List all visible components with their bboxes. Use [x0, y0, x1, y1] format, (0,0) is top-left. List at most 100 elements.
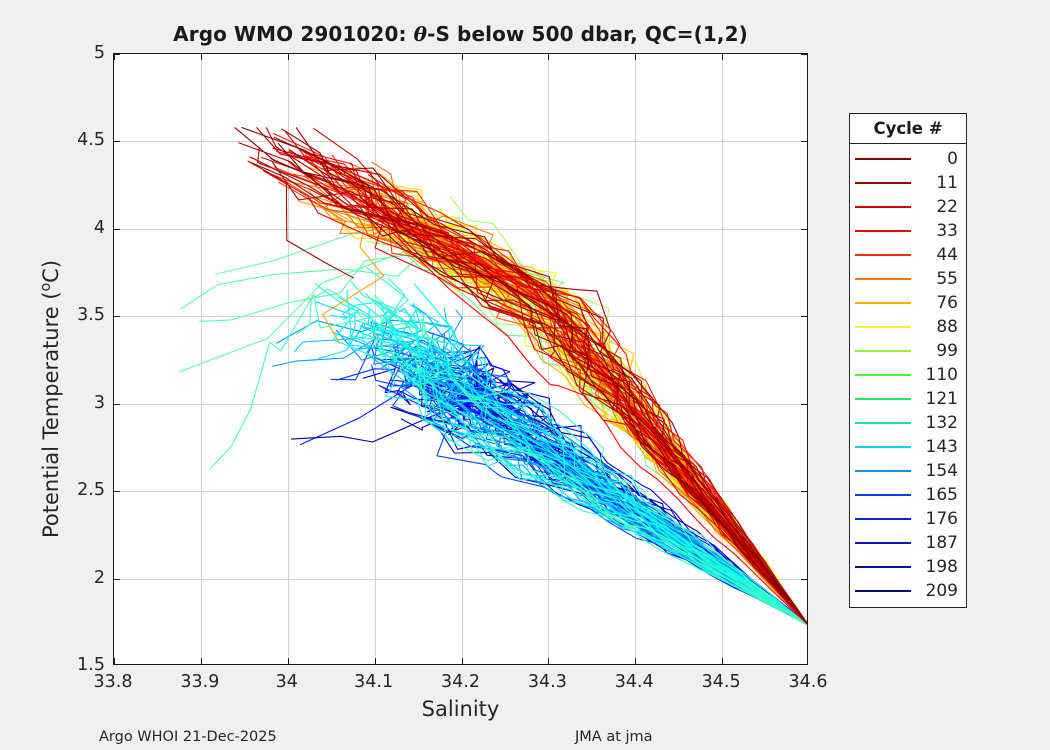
theta-s-profile-line [400, 418, 807, 626]
x-tick-mark [114, 658, 115, 664]
x-tick-label: 34.2 [441, 672, 480, 692]
theta-s-profile-line [373, 294, 807, 626]
grid-line-vertical [200, 54, 202, 664]
y-axis-title: Potential Temperature (oC) [38, 259, 63, 538]
legend[interactable]: Cycle # 0 11 22 33 44 55 76 88 99 110 121 132 143 154… [849, 113, 967, 608]
legend-item[interactable]: 33 [850, 219, 966, 243]
theta-s-profile-line [367, 174, 807, 625]
x-tick-label: 34.4 [614, 672, 654, 692]
y-tick-mark [801, 141, 807, 143]
theta-s-profile-line [337, 296, 807, 626]
legend-item-label: 165 [925, 484, 958, 505]
x-tick-mark [461, 54, 463, 60]
y-tick-label: 3 [93, 392, 105, 413]
legend-item[interactable]: 154 [850, 459, 966, 483]
legend-item[interactable]: 44 [850, 243, 966, 267]
theta-s-profile-line [317, 308, 807, 626]
legend-item[interactable]: 88 [850, 315, 966, 339]
legend-item[interactable]: 99 [850, 339, 966, 363]
theta-s-profile-line [275, 150, 807, 625]
y-tick-mark [114, 578, 120, 580]
theta-s-profile-line [321, 162, 807, 625]
y-tick-mark [114, 141, 120, 143]
theta-s-profile-line [341, 210, 807, 625]
legend-color-swatch [855, 374, 911, 376]
x-tick-mark [722, 54, 724, 60]
theta-s-profile-line [313, 182, 807, 625]
y-tick-mark [114, 403, 120, 405]
title-theta-symbol: θ [413, 22, 428, 46]
legend-item[interactable]: 0 [850, 147, 966, 171]
theta-s-profile-line [303, 151, 807, 625]
grid-line-horizontal [114, 316, 807, 318]
theta-s-profile-line [443, 307, 807, 626]
grid-line-vertical [548, 54, 550, 664]
grid-line-horizontal [114, 491, 807, 493]
x-tick-mark [200, 658, 202, 664]
theta-s-profile-line [386, 227, 807, 625]
theta-s-profile-line [314, 283, 807, 626]
y-tick-label: 5 [93, 43, 105, 63]
legend-item[interactable]: 11 [850, 171, 966, 195]
legend-item[interactable]: 198 [850, 555, 966, 579]
legend-item-label: 99 [936, 340, 958, 361]
legend-color-swatch [855, 398, 911, 400]
legend-color-swatch [855, 302, 911, 304]
theta-s-profile-line [309, 188, 807, 624]
y-tick-mark [801, 228, 807, 230]
plot-area[interactable] [113, 53, 808, 665]
theta-s-profile-line [332, 308, 807, 626]
legend-item-label: 76 [936, 292, 958, 313]
legend-item-label: 132 [925, 412, 958, 433]
theta-s-profile-line [295, 288, 807, 626]
legend-item[interactable]: 165 [850, 483, 966, 507]
legend-item[interactable]: 22 [850, 195, 966, 219]
x-tick-mark [548, 54, 550, 60]
theta-s-profile-line [303, 174, 807, 625]
legend-item[interactable]: 55 [850, 267, 966, 291]
theta-s-profile-line [354, 296, 807, 626]
theta-s-profile-line [325, 205, 807, 625]
legend-item[interactable]: 143 [850, 435, 966, 459]
legend-title: Cycle # [850, 114, 966, 144]
theta-s-profile-line [338, 203, 807, 625]
legend-item[interactable]: 187 [850, 531, 966, 555]
x-tick-label: 33.9 [180, 672, 220, 692]
x-tick-label: 33.8 [93, 672, 133, 692]
x-tick-mark [287, 54, 289, 60]
legend-color-swatch [855, 518, 911, 520]
legend-color-swatch [855, 422, 911, 424]
theta-s-profile-line [272, 147, 807, 625]
legend-item-label: 11 [936, 172, 958, 193]
theta-s-profile-line [348, 189, 807, 625]
legend-item[interactable]: 132 [850, 411, 966, 435]
x-tick-mark [374, 54, 376, 60]
y-tick-label: 3.5 [77, 305, 105, 326]
grid-line-vertical [287, 54, 289, 664]
y-tick-mark [114, 491, 120, 493]
legend-color-swatch [855, 326, 911, 328]
legend-color-swatch [855, 446, 911, 448]
plot-canvas [114, 54, 807, 664]
legend-item[interactable]: 121 [850, 387, 966, 411]
theta-s-profile-line [288, 149, 807, 625]
x-tick-label: 34.3 [527, 672, 567, 692]
legend-item[interactable]: 110 [850, 363, 966, 387]
legend-item[interactable]: 76 [850, 291, 966, 315]
legend-item-label: 22 [936, 196, 958, 217]
legend-item[interactable]: 176 [850, 507, 966, 531]
theta-s-profile-line [403, 245, 807, 625]
footer-source-text: Argo WHOI 21-Dec-2025 [99, 729, 277, 745]
x-tick-mark [722, 658, 724, 664]
legend-item[interactable]: 209 [850, 579, 966, 603]
theta-s-profile-line [413, 283, 807, 626]
y-tick-mark [114, 228, 120, 230]
legend-color-swatch [855, 254, 911, 256]
y-tick-label: 4.5 [77, 130, 105, 151]
theta-s-lines [179, 126, 807, 626]
legend-item-label: 143 [925, 436, 958, 457]
legend-color-swatch [855, 350, 911, 352]
title-suffix: -S below 500 dbar, QC=(1,2) [427, 22, 748, 46]
grid-line-vertical [635, 54, 637, 664]
